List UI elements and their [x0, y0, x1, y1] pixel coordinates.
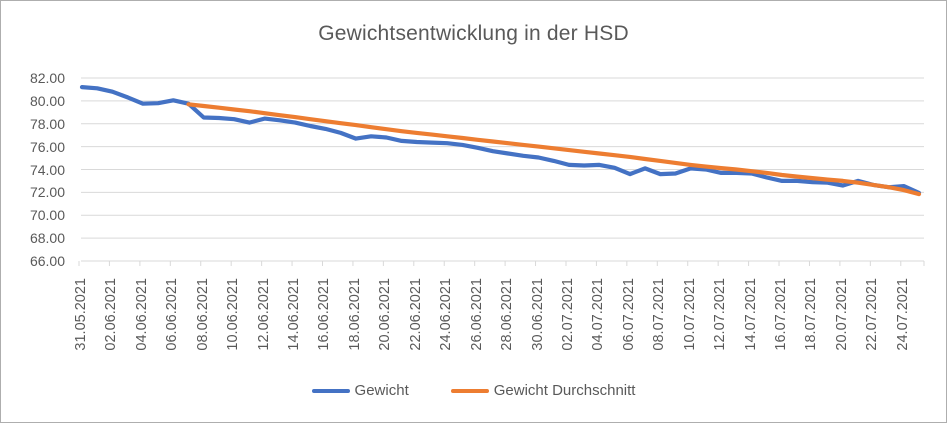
x-axis-label: 10.07.2021 — [681, 278, 698, 351]
x-axis-label: 24.06.2021 — [438, 278, 455, 351]
x-axis-label: 20.06.2021 — [377, 278, 394, 351]
y-axis-label: 76.00 — [29, 138, 65, 155]
y-axis-label: 78.00 — [29, 115, 65, 132]
x-axis-label: 02.06.2021 — [103, 278, 120, 351]
y-axis-label: 74.00 — [29, 161, 65, 178]
legend-label-durchschnitt: Gewicht Durchschnitt — [493, 382, 636, 399]
x-axis-label: 16.06.2021 — [316, 278, 333, 351]
x-axis-label: 26.06.2021 — [468, 278, 485, 351]
legend-label-gewicht: Gewicht — [354, 382, 409, 399]
x-axis-label: 22.06.2021 — [407, 278, 424, 351]
y-axis-label: 82.00 — [29, 70, 65, 86]
x-axis-label: 10.06.2021 — [225, 278, 242, 351]
x-axis-label: 18.06.2021 — [346, 278, 363, 351]
y-axis-label: 70.00 — [29, 207, 65, 224]
legend-item-durchschnitt[interactable]: Gewicht Durchschnitt — [450, 382, 636, 399]
durchschnitt-line-swatch — [450, 388, 489, 393]
x-axis-label: 04.07.2021 — [590, 278, 607, 351]
x-axis-label: 06.06.2021 — [164, 278, 181, 351]
x-axis-label: 02.07.2021 — [559, 278, 576, 351]
x-axis-label: 04.06.2021 — [133, 278, 150, 351]
x-axis-label: 14.07.2021 — [742, 278, 759, 351]
gewicht-series-line[interactable] — [79, 84, 922, 195]
y-axis-label: 68.00 — [29, 230, 65, 247]
x-axis-label: 20.07.2021 — [833, 278, 850, 351]
x-axis-label: 08.07.2021 — [651, 278, 668, 351]
x-axis-label: 06.07.2021 — [620, 278, 637, 351]
x-axis-label: 24.07.2021 — [894, 278, 911, 351]
gewicht-line-swatch — [311, 388, 350, 393]
x-axis-label: 18.07.2021 — [803, 278, 820, 351]
x-axis-label: 08.06.2021 — [194, 278, 211, 351]
legend-item-gewicht[interactable]: Gewicht — [311, 382, 409, 399]
y-axis-label: 80.00 — [29, 92, 65, 109]
x-axis-label: 14.06.2021 — [286, 278, 303, 351]
chart-title: Gewichtsentwicklung in der HSD — [318, 22, 629, 45]
x-axis-label: 12.07.2021 — [712, 278, 729, 351]
x-axis-label: 28.06.2021 — [499, 278, 516, 351]
x-axis-label: 30.06.2021 — [529, 278, 546, 351]
y-axis-label: 66.00 — [29, 253, 65, 269]
durchschnitt-series-line[interactable] — [186, 102, 922, 197]
chart-legend: Gewicht Gewicht Durchschnitt — [1, 382, 946, 399]
y-axis-label: 72.00 — [29, 184, 65, 201]
x-axis-label: 16.07.2021 — [773, 278, 790, 351]
x-axis-label: 12.06.2021 — [255, 278, 272, 351]
x-axis-label: 31.05.2021 — [73, 278, 89, 351]
x-axis-label: 22.07.2021 — [864, 278, 881, 351]
